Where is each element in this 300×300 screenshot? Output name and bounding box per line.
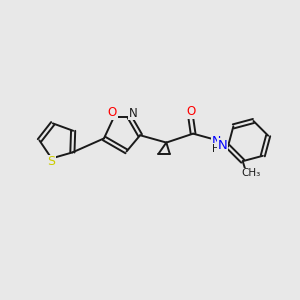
Text: O: O — [186, 106, 195, 118]
Text: S: S — [47, 155, 55, 169]
Text: O: O — [108, 106, 117, 119]
Text: CH₃: CH₃ — [242, 168, 261, 178]
Text: H: H — [212, 144, 220, 154]
Text: N: N — [212, 136, 221, 148]
Text: N: N — [129, 106, 137, 120]
Text: N: N — [218, 139, 227, 152]
